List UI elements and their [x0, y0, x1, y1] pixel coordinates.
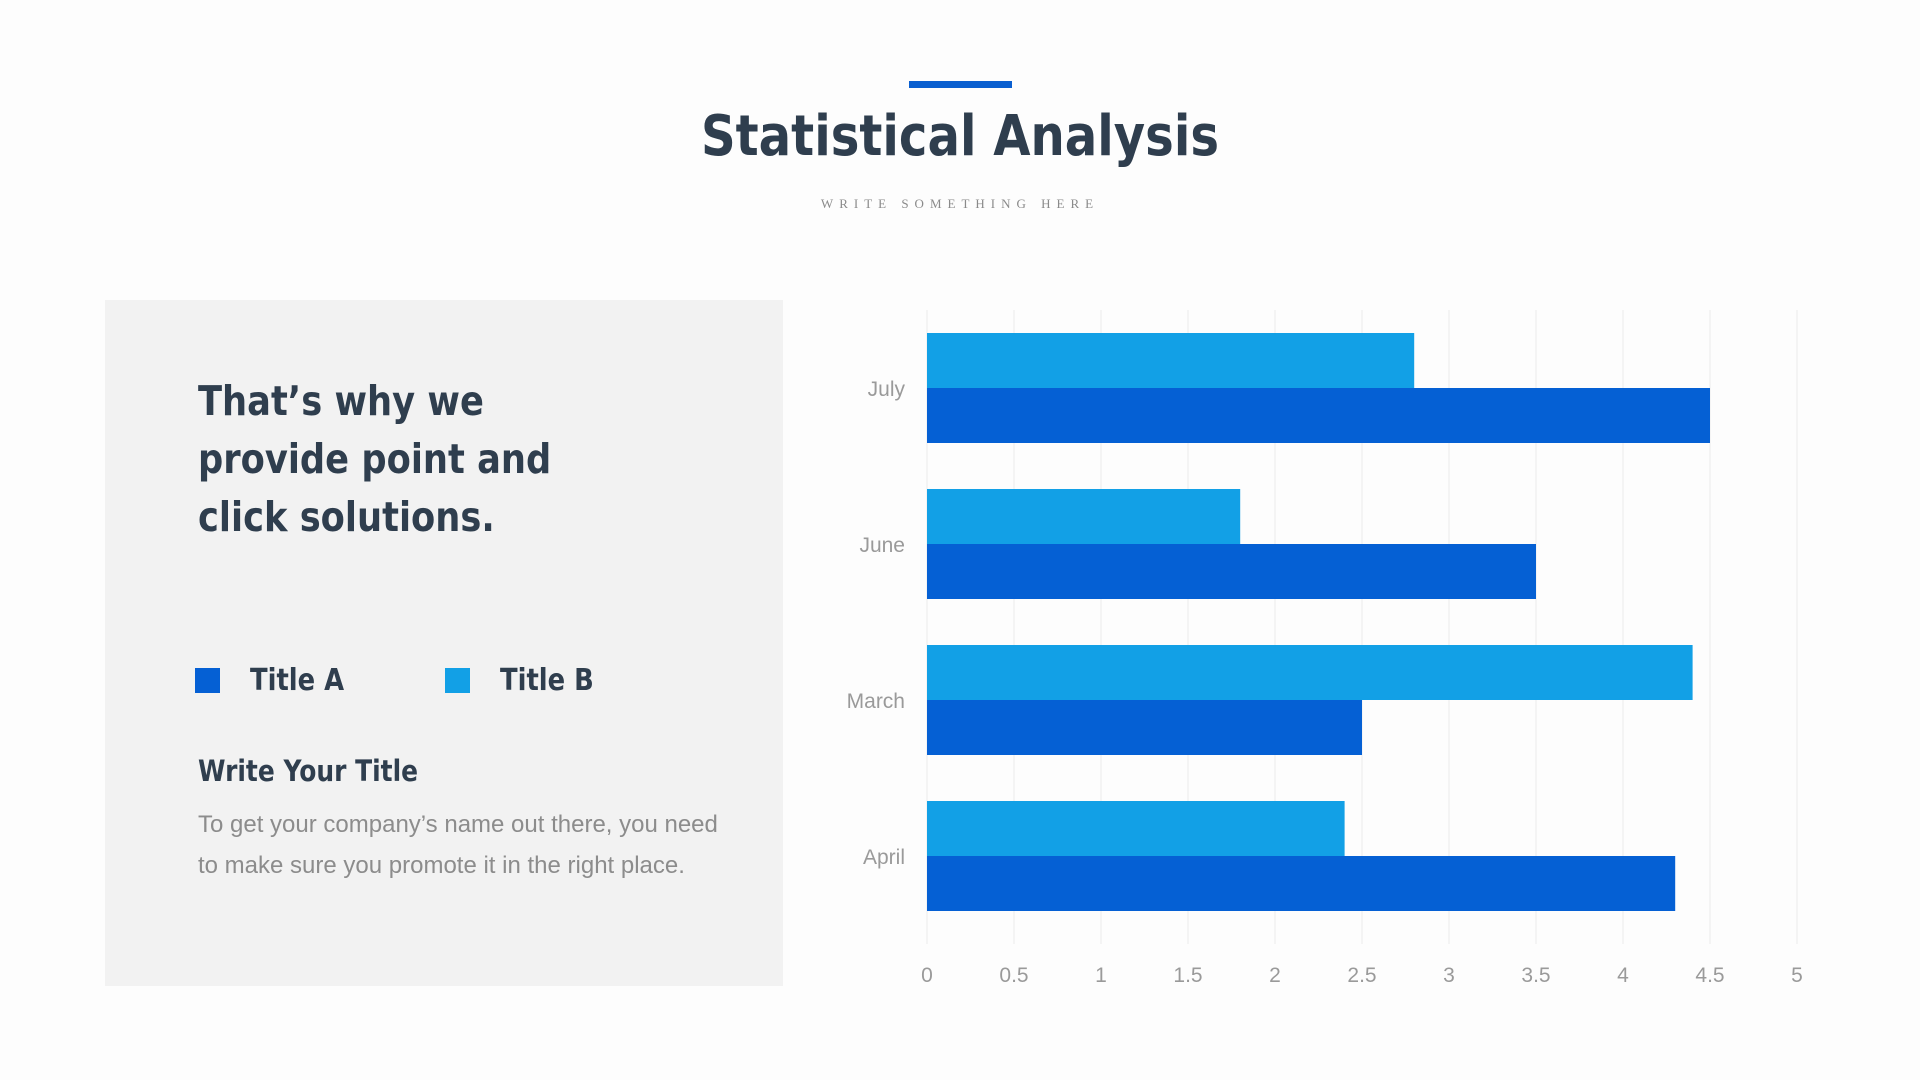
- x-tick-label: 4: [1617, 964, 1629, 987]
- bar-title-a-april: [927, 856, 1676, 911]
- x-tick-label: 1: [1095, 964, 1107, 987]
- x-tick-label: 2.5: [1347, 964, 1376, 987]
- legend-label-title-b: Title B: [500, 662, 594, 698]
- body-text: To get your company’s name out there, yo…: [198, 811, 718, 879]
- bar-title-b-june: [927, 489, 1241, 544]
- legend-label-title-a: Title A: [250, 662, 345, 698]
- legend-swatch-title-b: [445, 667, 470, 693]
- bar-title-b-march: [927, 645, 1693, 700]
- x-tick-label: 3.5: [1521, 964, 1550, 987]
- bar-title-a-july: [927, 388, 1710, 443]
- x-tick-label: 1.5: [1173, 964, 1202, 987]
- bar-title-a-june: [927, 544, 1536, 599]
- bar-title-a-march: [927, 700, 1362, 755]
- legend-item-title-a: Title A: [195, 662, 359, 698]
- info-panel: That’s why we provide point and click so…: [105, 300, 783, 986]
- page-subtitle: WRITE SOMETHING HERE: [820, 196, 1100, 211]
- x-tick-label: 0: [921, 964, 933, 987]
- category-label-july: July: [868, 378, 906, 401]
- bar-title-b-july: [927, 333, 1415, 388]
- title-accent-bar: [909, 81, 1012, 88]
- category-label-june: June: [859, 534, 905, 557]
- legend-swatch-title-a: [195, 667, 220, 693]
- x-tick-label: 4.5: [1695, 964, 1724, 987]
- x-tick-label: 2: [1269, 964, 1281, 987]
- bar-title-b-april: [927, 801, 1345, 856]
- category-label-march: March: [847, 690, 905, 713]
- x-tick-label: 3: [1443, 964, 1455, 987]
- page-title: Statistical Analysis: [700, 104, 1220, 169]
- panel-heading: That’s why we provide point and click so…: [198, 377, 552, 541]
- legend-item-title-b: Title B: [445, 662, 609, 698]
- x-tick-label: 5: [1791, 964, 1803, 987]
- x-tick-label: 0.5: [999, 964, 1028, 987]
- bar-chart: April March June July 0 0.5 1 1.5 2 2.5 3 3.5 4 4.5 5: [847, 310, 1803, 987]
- body-title: Write Your Title: [198, 754, 419, 788]
- category-label-april: April: [863, 846, 905, 869]
